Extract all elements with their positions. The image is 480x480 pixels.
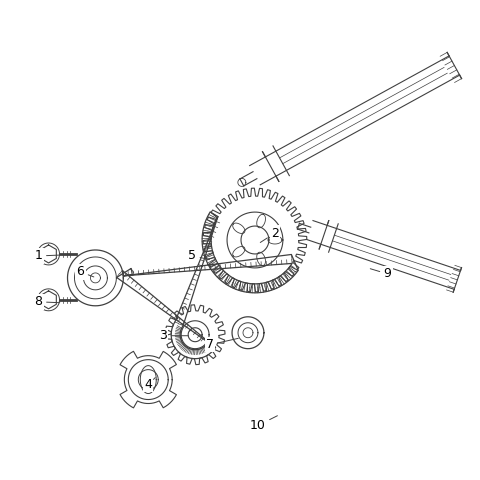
Text: 7: 7	[206, 338, 238, 351]
Text: 8: 8	[35, 295, 60, 308]
Text: 5: 5	[188, 250, 209, 263]
Text: 2: 2	[260, 227, 279, 242]
Text: 10: 10	[250, 416, 277, 432]
Text: 4: 4	[144, 378, 155, 391]
Text: 9: 9	[370, 267, 392, 280]
Text: 1: 1	[35, 250, 60, 263]
Text: 3: 3	[159, 329, 188, 342]
Text: 6: 6	[76, 265, 94, 278]
